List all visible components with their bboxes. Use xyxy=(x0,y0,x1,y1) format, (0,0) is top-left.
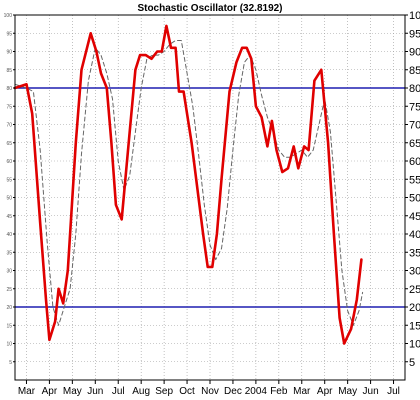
y-tick-label: 70 xyxy=(409,120,420,132)
oscillator-line-red xyxy=(13,24,363,345)
y-tick-label: 95 xyxy=(6,31,12,37)
x-tick-label: May xyxy=(338,386,357,397)
x-tick-label: Mar xyxy=(18,386,36,397)
x-tick-label: Feb xyxy=(270,386,288,397)
y-tick-label: 65 xyxy=(409,138,420,150)
x-tick-label: Jun xyxy=(363,386,379,397)
x-tick-label: Oct xyxy=(179,386,195,397)
y-tick-label: 45 xyxy=(409,211,420,223)
y-tick-label: 80 xyxy=(6,86,12,92)
y-tick-label: 100 xyxy=(409,10,420,22)
y-tick-label: 90 xyxy=(409,47,420,59)
y-tick-label: 20 xyxy=(6,305,12,311)
y-tick-label: 30 xyxy=(6,269,12,275)
y-tick-label: 55 xyxy=(6,177,12,183)
y-tick-label: 20 xyxy=(409,302,420,314)
x-tick-label: Jul xyxy=(112,386,125,397)
y-tick-label: 75 xyxy=(6,104,12,110)
x-tick-label: Apr xyxy=(42,386,58,397)
x-tick-label: May xyxy=(63,386,82,397)
right-y-axis: 5 10 15 20 25 30 35 40 45 50 55 60 65 70 75 80 85 90 95 100 xyxy=(405,10,420,369)
y-tick-label: 40 xyxy=(6,232,12,238)
y-tick-label: 10 xyxy=(409,339,420,351)
y-tick-label: 5 xyxy=(9,360,12,366)
y-tick-label: 60 xyxy=(6,159,12,165)
y-tick-label: 5 xyxy=(409,357,415,369)
x-tick-label: Mar xyxy=(293,386,311,397)
y-tick-label: 85 xyxy=(409,65,420,77)
x-tick-label: Jun xyxy=(87,386,103,397)
y-tick-label: 50 xyxy=(6,196,12,202)
x-axis: Mar Apr May Jun Jul Aug Sep Oct Nov Dec 2004 Feb Mar… xyxy=(18,380,400,397)
y-tick-label: 25 xyxy=(409,284,420,296)
signal-line-dashed xyxy=(14,40,364,326)
x-tick-label: Apr xyxy=(317,386,333,397)
x-tick-label: Aug xyxy=(132,386,150,397)
x-tick-label: Sep xyxy=(155,386,173,397)
y-tick-label: 95 xyxy=(409,28,420,40)
y-tick-label: 65 xyxy=(6,141,12,147)
y-tick-label: 25 xyxy=(6,287,12,293)
chart-title: Stochastic Oscillator (32.8192) xyxy=(137,3,282,14)
y-tick-label: 10 xyxy=(6,342,12,348)
y-tick-label: 70 xyxy=(6,123,12,129)
series-lines xyxy=(13,24,364,345)
y-tick-label: 75 xyxy=(409,101,420,113)
y-tick-label: 55 xyxy=(409,174,420,186)
y-tick-label: 60 xyxy=(409,156,420,168)
y-tick-label: 85 xyxy=(6,68,12,74)
x-tick-label: Jul xyxy=(387,386,400,397)
y-tick-label: 90 xyxy=(6,50,12,56)
x-tick-label: 2004 xyxy=(245,386,268,397)
y-tick-label: 40 xyxy=(409,229,420,241)
x-tick-label: Nov xyxy=(201,386,219,397)
y-tick-label: 35 xyxy=(409,247,420,259)
y-tick-label: 50 xyxy=(409,193,420,205)
y-tick-label: 80 xyxy=(409,83,420,95)
left-y-axis: 5 10 15 20 25 30 35 40 45 50 55 60 65 70 75 80 85 90 95 100 xyxy=(4,13,15,366)
y-tick-label: 15 xyxy=(6,323,12,329)
y-tick-label: 45 xyxy=(6,214,12,220)
y-tick-label: 100 xyxy=(4,13,13,19)
y-tick-label: 30 xyxy=(409,266,420,278)
y-tick-label: 35 xyxy=(6,250,12,256)
x-tick-label: Dec xyxy=(224,386,242,397)
y-tick-label: 15 xyxy=(409,320,420,332)
